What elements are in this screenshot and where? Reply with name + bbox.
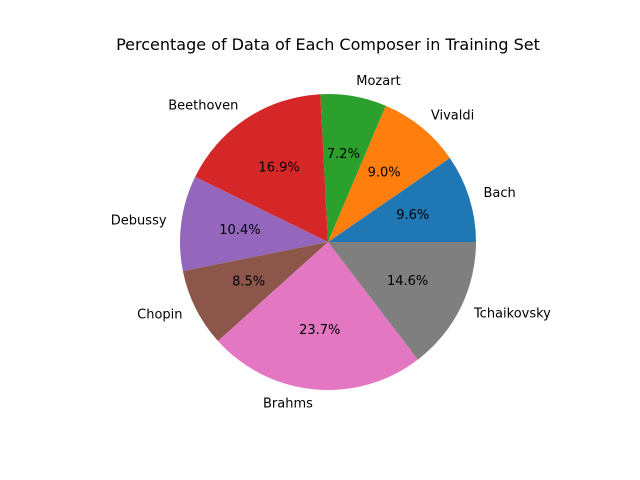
category-label-mozart: Mozart — [356, 74, 400, 89]
category-label-chopin: Chopin — [137, 308, 182, 323]
chart-title: Percentage of Data of Each Composer in T… — [116, 35, 540, 54]
category-labels: Bach Vivaldi Mozart Beethoven Debussy Chopin B… — [111, 74, 551, 411]
category-label-tchaikovsky: Tchaikovsky — [473, 307, 551, 322]
pie-slice-beethoven — [195, 94, 328, 242]
pie-slice-bach — [328, 157, 476, 242]
pie-slices — [180, 94, 476, 391]
pct-label-beethoven: 16.9% — [258, 160, 299, 175]
pie-slice-chopin — [182, 242, 328, 341]
category-label-debussy: Debussy — [111, 214, 167, 229]
pie-slice-brahms — [217, 242, 418, 391]
pct-label-chopin: 8.5% — [232, 274, 265, 289]
percentage-labels: 9.6% 9.0% 7.2% 16.9% 10.4% 8.5% 23.7% 14.6% — [219, 147, 429, 338]
category-label-brahms: Brahms — [263, 397, 313, 412]
pct-label-mozart: 7.2% — [327, 147, 360, 162]
pie-slice-vivaldi — [328, 105, 450, 243]
category-label-bach: Bach — [483, 186, 515, 201]
pct-label-bach: 9.6% — [396, 208, 429, 223]
pct-label-brahms: 23.7% — [299, 323, 340, 338]
pie-slice-mozart — [320, 94, 386, 243]
pct-label-vivaldi: 9.0% — [368, 166, 401, 181]
category-label-vivaldi: Vivaldi — [431, 108, 474, 123]
pie-slice-debussy — [180, 176, 328, 272]
category-label-beethoven: Beethoven — [168, 99, 238, 114]
pie-slice-tchaikovsky — [328, 242, 476, 360]
pct-label-debussy: 10.4% — [219, 223, 260, 238]
pct-label-tchaikovsky: 14.6% — [387, 274, 428, 289]
